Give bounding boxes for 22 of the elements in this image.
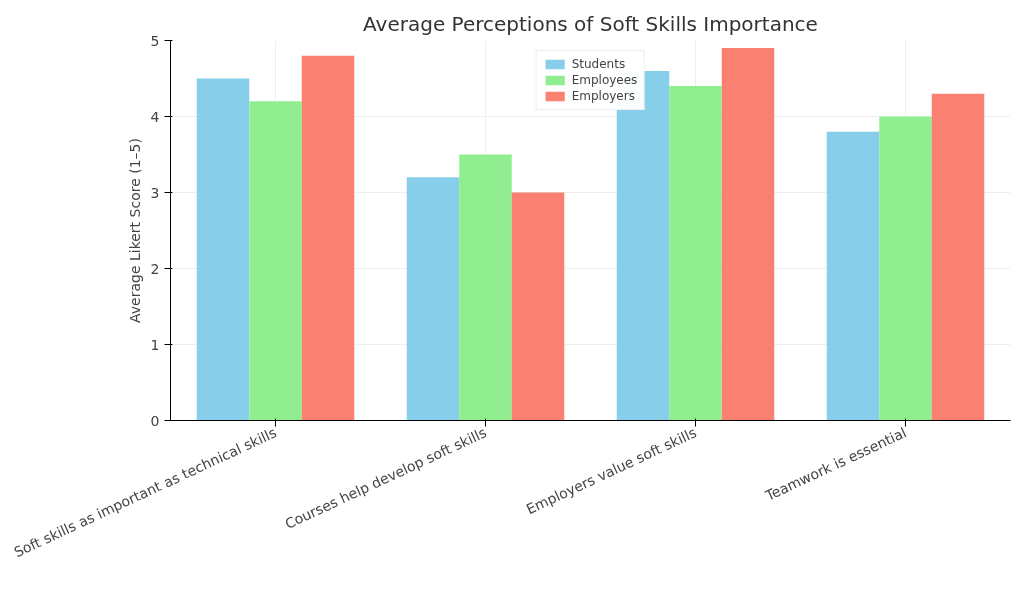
y-tick-label: 1 (150, 336, 160, 353)
legend-label: Employees (571, 73, 638, 87)
bar (721, 48, 775, 421)
bar (196, 78, 250, 421)
bar (406, 177, 460, 421)
legend-label: Employers (571, 89, 635, 103)
y-tick-label: 2 (150, 260, 160, 277)
bar (511, 192, 565, 421)
y-axis-title: Average Likert Score (1–5) (126, 138, 143, 323)
legend-label: Students (571, 57, 626, 71)
bar (301, 55, 355, 421)
y-tick-label: 4 (150, 108, 160, 125)
y-tick-label: 0 (150, 412, 160, 429)
chart-title: Average Perceptions of Soft Skills Importance (363, 11, 818, 36)
bar (459, 154, 512, 421)
y-tick-label: 3 (150, 184, 160, 201)
y-tick-label: 5 (150, 32, 160, 49)
bar (826, 131, 880, 421)
bar (669, 86, 722, 421)
bar (249, 101, 302, 421)
bar (931, 93, 985, 421)
bar (879, 116, 932, 421)
